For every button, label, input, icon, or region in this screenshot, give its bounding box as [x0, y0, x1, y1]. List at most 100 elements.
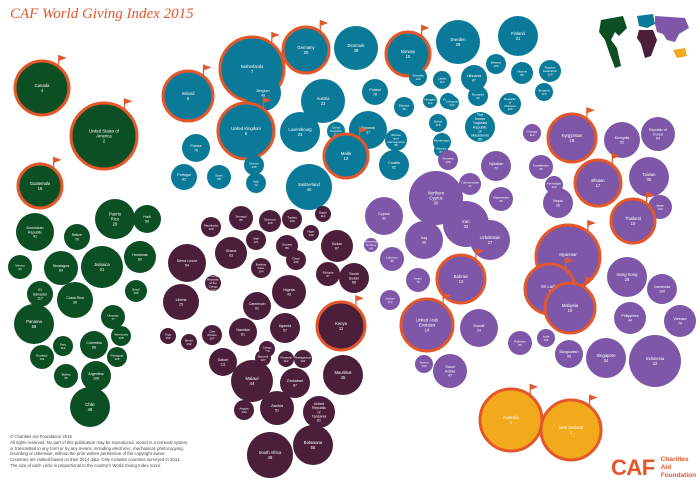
bubble-label: Haiti 59 [143, 215, 150, 223]
bubble-circle [229, 318, 257, 346]
bubble-circle [54, 364, 78, 388]
bubble-circle [546, 112, 598, 164]
bubble-circle [539, 398, 603, 462]
flag-icon [586, 107, 595, 114]
bubble-circle [394, 97, 414, 117]
bubble-madagascar: Madagascar 101 [294, 350, 312, 368]
bubble-circle [321, 230, 353, 262]
bubble-circle [508, 331, 532, 355]
bubble-label: Lithuania 122 [446, 99, 459, 106]
bubble-circle [293, 425, 333, 465]
footnotes: © Charities Aid Foundation 2015 All righ… [10, 434, 275, 469]
bubble-ethiopia: Ethiopia 97 [316, 262, 340, 286]
bubble-rwanda: Rwanda 113 [278, 351, 294, 367]
bubble-guatemala: Guatemala 16 [16, 156, 64, 210]
bubble-benin: Benin 132 [181, 334, 197, 350]
bubble-label: Pakistan 86 [514, 339, 526, 346]
bubble-label: Nepal 26 [553, 199, 563, 207]
bubble-circle [362, 79, 388, 105]
bubble-circle [364, 238, 378, 252]
bubble-label: New Zealand 3 [559, 425, 584, 435]
bubble-circle [278, 351, 294, 367]
bubble-tunisia: Tunisia 139 [282, 209, 302, 229]
footnote-line: © Charities Aid Foundation 2015 [10, 434, 72, 439]
bubble-republic-of-moldova: Republic of Moldova 120 [499, 93, 521, 115]
bubble-circle [101, 305, 125, 329]
bubble-circle [14, 304, 54, 344]
bubble-label: Congo 153 [263, 345, 272, 352]
bubble-circle [215, 237, 247, 269]
bubble-iraq: Iraq 38 [405, 221, 443, 259]
bubble-circle [380, 247, 404, 271]
bubble-label: Afghanistan 86 [493, 195, 509, 202]
bubble-united-republic-of-tanzania: United Republic of Tanzania 81 [303, 396, 335, 428]
bubble-circle [163, 284, 199, 320]
bubble-circle [282, 209, 302, 229]
bubble-paraguay: Paraguay 125 [107, 347, 127, 367]
bubble-united-states-of-america: United States of America 2 [69, 98, 139, 171]
bubble-label: Latvia 110 [438, 76, 446, 83]
bubble-circle [481, 151, 511, 181]
bubble-label: Morocco 126 [264, 217, 276, 224]
bubble-label: Bosnia and Herzegovina 88 [388, 133, 405, 147]
bubble-circle [511, 62, 533, 84]
bubble-label: Hong Kong 26 [617, 272, 639, 282]
bubble-circle [160, 328, 176, 344]
bubble-circle [384, 30, 432, 78]
bubble-angola: Angola 134 [234, 400, 254, 420]
bubble-label: Albania 83 [436, 146, 446, 153]
bubble-circle [207, 165, 231, 189]
bubble-circle [415, 355, 433, 373]
bubble-label: Tunisia 139 [287, 215, 297, 222]
bubble-label: Sierra Leone 54 [177, 259, 198, 267]
bubble-label: Namibia 61 [236, 328, 249, 336]
bubble-botswana: Botswana 55 [293, 425, 333, 465]
bubble-liberia: Liberia 25 [163, 284, 199, 320]
bubble-circle [315, 206, 331, 222]
bubble-united-kingdom: United Kingdom 6 [216, 97, 276, 161]
bubble-label: Paraguay 125 [111, 353, 124, 360]
flag-icon [587, 220, 596, 227]
bubble-circle [322, 132, 370, 180]
logo-mark: CAF [611, 455, 655, 480]
bubble-label: Bangladesh 95 [560, 350, 579, 358]
bubble-morocco: Morocco 126 [259, 210, 281, 232]
bubble-label: Côte d'Ivoire 107 [207, 330, 217, 341]
bubble-label: Burundi 137 [258, 354, 269, 361]
bubble-label: Nigeria 43 [283, 288, 294, 296]
bubble-circle [385, 129, 407, 151]
bubble-label: Mexico 90 [15, 263, 25, 270]
bubble-sudan: Sudan 67 [321, 230, 353, 262]
bubble-circle [270, 313, 300, 343]
bubble-circle [202, 325, 222, 345]
bubble-pakistan: Pakistan 86 [508, 331, 532, 355]
bubble-mexico: Mexico 90 [8, 255, 32, 279]
bubble-circle [229, 206, 253, 230]
bubble-label: Luxembourg 33 [288, 127, 312, 137]
bubble-circle [529, 155, 553, 179]
bubble-lithuania: Lithuania 87 [461, 65, 487, 91]
bubble-label: Venezuela 128 [114, 332, 128, 339]
bubble-circle [629, 335, 681, 387]
bubble-label: Belize 70 [72, 233, 82, 241]
bubble-label: Puerto Rico 29 [109, 212, 122, 227]
bubble-label: Finland 31 [511, 31, 525, 41]
bubble-kyrgyzstan: Kyrgyzstan 18 [546, 107, 598, 164]
flag-icon [263, 97, 272, 104]
bubble-thailand: Thailand 19 [609, 191, 657, 245]
bubble-united-arab-emirates: United Arab Emirates 14 [399, 292, 455, 353]
bubble-circle [316, 262, 340, 286]
bubble-costa-rica: Costa Rica 36 [57, 282, 93, 318]
bubble-tajikistan: Tajikistan 73 [481, 151, 511, 181]
bubble-label: Armenia 138 [442, 156, 454, 163]
bubble-label: Kazakhstan 56 [533, 163, 549, 170]
bubble-label: Switzerland 40 [298, 182, 320, 192]
bubble-circle [64, 224, 90, 250]
bubble-australia: Australia 3 [478, 383, 544, 453]
chart-title: CAF World Giving Index 2015 [10, 6, 194, 22]
bubble-circle [81, 246, 123, 288]
bubble-label: Mali 121 [253, 236, 259, 243]
flag-icon [530, 383, 539, 390]
flag-icon [443, 292, 452, 299]
bubble-label: France 76 [190, 144, 201, 152]
